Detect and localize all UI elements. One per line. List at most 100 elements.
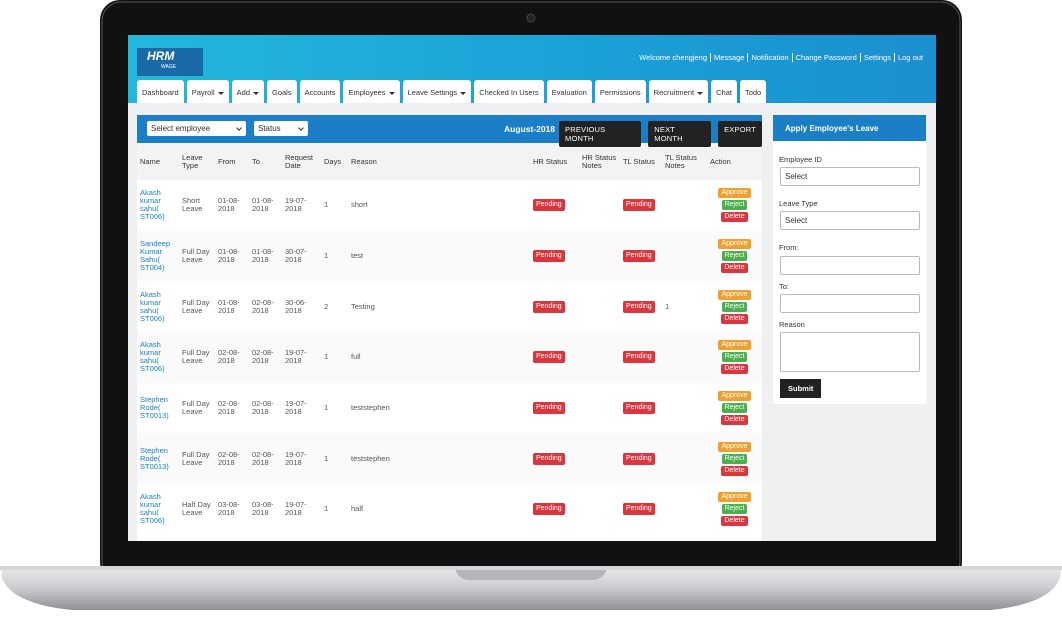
action-button[interactable]: Approve <box>718 492 751 503</box>
toolbar-button[interactable]: PREVIOUS MONTH <box>559 121 642 147</box>
column-header: Action <box>707 143 762 180</box>
logo[interactable]: HRM WAGE <box>137 48 203 76</box>
table-cell <box>579 383 620 434</box>
action-button[interactable]: Approve <box>718 188 751 199</box>
reason-textarea[interactable] <box>780 332 920 372</box>
toolbar-button[interactable]: NEXT MONTH <box>648 121 712 147</box>
tab[interactable]: Dashboard <box>137 80 184 103</box>
action-button[interactable]: Reject <box>721 403 748 414</box>
tab[interactable]: Goals <box>267 80 297 103</box>
action-button[interactable]: Delete <box>721 415 748 426</box>
nav-link[interactable]: Settings <box>859 53 894 62</box>
table-cell: Sandeep Kumar Sahu( ST004) <box>137 230 179 282</box>
table-cell: Pending <box>530 433 579 485</box>
action-button[interactable]: Delete <box>721 263 748 274</box>
action-button[interactable]: Approve <box>718 441 751 452</box>
nav-link[interactable]: Message <box>710 53 747 62</box>
table-cell: 1 <box>324 504 329 514</box>
tab[interactable]: Checked In Users <box>474 80 544 103</box>
action-button[interactable]: Approve <box>718 289 751 300</box>
action-button[interactable]: Reject <box>721 301 748 312</box>
tab[interactable]: Todo <box>739 80 767 103</box>
submit-button[interactable]: Submit <box>780 379 822 398</box>
action-button[interactable]: Reject <box>721 352 748 363</box>
status-badge: Pending <box>623 300 655 313</box>
table-row: Stephen Rode( ST0013) Full Day Leave 02-08… <box>137 433 762 485</box>
status-badge: Pending <box>623 351 655 364</box>
table-cell <box>579 484 620 535</box>
tab-label: Recruitment <box>653 88 695 97</box>
from-input[interactable] <box>780 256 920 275</box>
table-cell: Pending <box>530 484 579 535</box>
action-button[interactable]: Approve <box>718 239 751 250</box>
employee-select[interactable]: Select employee <box>147 121 246 136</box>
table-cell: 02-08-2018 <box>249 433 282 485</box>
tab-label: Evaluation <box>551 88 587 97</box>
nav-link[interactable]: Change Password <box>791 53 860 62</box>
toolbar-button[interactable]: EXPORT <box>718 121 762 147</box>
tab[interactable]: Chat <box>711 80 737 103</box>
table-cell: Pending <box>530 332 579 383</box>
to-input[interactable] <box>780 294 920 313</box>
action-button[interactable]: Reject <box>721 251 748 262</box>
toolbar-buttons: PREVIOUS MONTH NEXT MONTH EXPORT <box>559 121 762 147</box>
status-select[interactable]: Status <box>254 121 308 136</box>
action-button[interactable]: Reject <box>721 200 748 211</box>
employee-id-select[interactable]: Select <box>780 167 920 186</box>
base-notch <box>455 568 607 580</box>
action-button[interactable]: Delete <box>721 212 748 223</box>
tab[interactable]: Employees <box>343 80 400 103</box>
action-cell: Approve Reject Delete <box>707 281 762 332</box>
column-header: TL Status Notes <box>662 143 707 180</box>
leave-table: Name Leave Type From To Request Date Days Reas… <box>137 143 762 535</box>
action-button[interactable]: Reject <box>721 504 748 515</box>
field-label: Reason <box>779 320 805 329</box>
table-cell: Stephen Rode( ST0013) <box>140 395 169 421</box>
action-button[interactable]: Delete <box>721 313 748 324</box>
action-button[interactable]: Delete <box>721 465 748 476</box>
action-button[interactable]: Delete <box>721 364 748 375</box>
logo-text: HRM <box>147 49 175 63</box>
actions: Approve Reject Delete <box>710 391 759 426</box>
table-cell: 1 <box>665 301 670 311</box>
tab[interactable]: Accounts <box>299 80 341 103</box>
table-cell: Pending <box>620 484 662 535</box>
table-cell <box>579 230 620 282</box>
action-button[interactable]: Delete <box>721 516 748 527</box>
tab-label: Dashboard <box>142 88 179 97</box>
status-badge: Pending <box>623 250 655 263</box>
tab[interactable]: Recruitment <box>648 80 709 103</box>
status-badge: Pending <box>623 503 655 516</box>
logo-sub: WAGE <box>161 64 177 70</box>
action-button[interactable]: Reject <box>721 453 748 464</box>
table-cell: Pending <box>530 230 579 282</box>
table-row: Stephen Rode( ST0013) Full Day Leave 02-08… <box>137 383 762 434</box>
table-cell: Pending <box>620 180 662 231</box>
tab-label: Accounts <box>304 88 336 97</box>
tab[interactable]: Add <box>231 80 264 103</box>
table-row: Akash kumar sahu( ST006) Short Leave 01-08… <box>137 180 762 231</box>
status-badge: Pending <box>623 402 655 415</box>
tab-caret <box>388 91 395 95</box>
status-badge: Pending <box>623 452 655 465</box>
tab[interactable]: Permissions <box>594 80 646 103</box>
tab[interactable]: Evaluation <box>546 80 592 103</box>
action-cell: Approve Reject Delete <box>707 484 762 535</box>
tab-label: Payroll <box>191 88 215 97</box>
action-button[interactable]: Approve <box>718 340 751 351</box>
nav-link[interactable]: Notification <box>747 53 791 62</box>
table-cell: Pending <box>530 281 579 332</box>
table-cell: 02-08-2018 <box>215 433 249 485</box>
tab-label: Chat <box>716 88 732 97</box>
leave-type-select[interactable]: Select <box>780 211 920 230</box>
tab-label: Checked In Users <box>479 88 539 97</box>
table-cell: 01-08-2018 <box>252 196 274 214</box>
table-cell: 19-07-2018 <box>282 433 321 485</box>
tab[interactable]: Payroll <box>186 80 229 103</box>
tab[interactable]: Leave Settings <box>402 80 472 103</box>
month-label: August-2018 <box>504 124 556 134</box>
action-cell: Approve Reject Delete <box>707 383 762 434</box>
action-button[interactable]: Approve <box>718 391 751 402</box>
nav-link[interactable]: Log out <box>893 53 926 62</box>
table-cell <box>579 433 620 485</box>
